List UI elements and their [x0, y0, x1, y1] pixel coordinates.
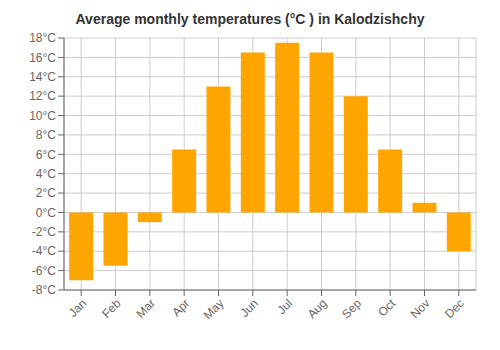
- svg-text:14°C: 14°C: [29, 70, 56, 84]
- svg-text:8°C: 8°C: [36, 128, 56, 142]
- svg-text:Jan: Jan: [66, 296, 90, 320]
- svg-text:Feb: Feb: [99, 296, 124, 321]
- svg-text:2°C: 2°C: [36, 186, 56, 200]
- svg-text:4°C: 4°C: [36, 167, 56, 181]
- svg-text:Jun: Jun: [237, 296, 261, 320]
- svg-text:Dec: Dec: [442, 296, 467, 321]
- svg-text:Apr: Apr: [169, 296, 192, 319]
- svg-text:Jul: Jul: [275, 296, 296, 317]
- svg-text:Sep: Sep: [339, 296, 364, 321]
- svg-text:16°C: 16°C: [29, 51, 56, 65]
- svg-text:10°C: 10°C: [29, 109, 56, 123]
- svg-text:6°C: 6°C: [36, 148, 56, 162]
- svg-text:Mar: Mar: [133, 296, 158, 321]
- svg-text:-8°C: -8°C: [32, 283, 56, 297]
- svg-text:Nov: Nov: [408, 296, 433, 321]
- svg-text:-2°C: -2°C: [32, 225, 56, 239]
- svg-text:18°C: 18°C: [29, 31, 56, 45]
- svg-text:Oct: Oct: [375, 296, 399, 320]
- svg-text:12°C: 12°C: [29, 89, 56, 103]
- svg-text:-6°C: -6°C: [32, 264, 56, 278]
- svg-text:-4°C: -4°C: [32, 244, 56, 258]
- svg-text:0°C: 0°C: [36, 206, 56, 220]
- html-text:Average monthly temperatures (: Average monthly temperatures (°C ) in Ka…: [75, 11, 425, 27]
- svg-text:Aug: Aug: [305, 296, 330, 321]
- svg-text:May: May: [201, 296, 227, 322]
